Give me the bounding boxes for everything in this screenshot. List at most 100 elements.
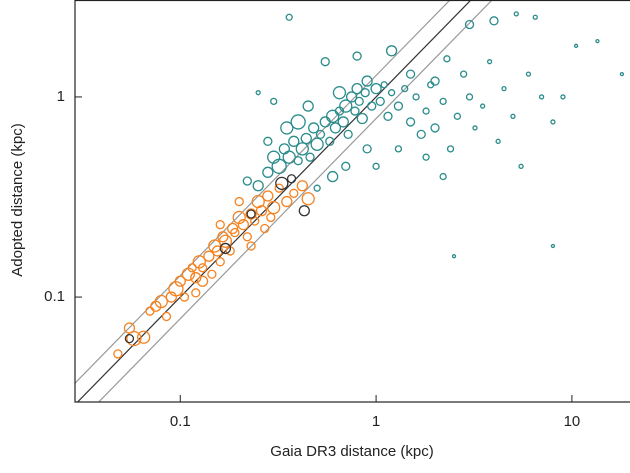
point	[501, 85, 507, 92]
point	[460, 70, 468, 78]
point	[267, 200, 281, 215]
point	[296, 180, 308, 192]
plot-frame	[74, 0, 630, 403]
y-tick-label: 1	[57, 88, 65, 105]
plot-area	[75, 0, 625, 402]
ratio-line	[76, 0, 472, 402]
point	[510, 113, 516, 119]
point	[145, 306, 155, 316]
point	[619, 71, 625, 77]
point	[380, 81, 388, 89]
point	[298, 205, 310, 217]
point	[242, 176, 252, 186]
point	[350, 106, 360, 116]
point	[197, 263, 208, 273]
point	[372, 162, 380, 170]
point	[383, 111, 393, 121]
point	[280, 121, 294, 135]
point	[387, 89, 396, 97]
point	[560, 94, 566, 100]
point	[325, 109, 340, 123]
x-tick-label: 1	[372, 413, 380, 430]
point	[430, 76, 440, 86]
point	[352, 51, 362, 61]
x-tick-label: 10	[564, 413, 581, 430]
point	[315, 129, 326, 140]
point	[179, 292, 190, 302]
point	[360, 88, 370, 98]
point	[219, 242, 232, 255]
point	[237, 219, 250, 231]
point	[242, 232, 252, 242]
point	[165, 291, 177, 303]
point	[422, 153, 430, 161]
point	[300, 132, 312, 145]
point	[354, 96, 364, 107]
point	[191, 288, 201, 298]
point	[532, 14, 538, 20]
point	[319, 116, 331, 128]
ratio-line	[97, 0, 493, 402]
point	[124, 333, 135, 344]
point	[362, 144, 372, 154]
point	[113, 349, 123, 359]
point	[351, 82, 363, 95]
y-tick-label: 0.1	[44, 288, 65, 305]
point	[361, 75, 373, 87]
point	[451, 254, 457, 259]
point	[518, 163, 524, 169]
point	[263, 136, 273, 146]
point	[215, 257, 225, 267]
point	[356, 112, 368, 125]
point	[255, 205, 268, 217]
point	[255, 90, 261, 96]
point	[595, 38, 600, 44]
point	[439, 97, 447, 106]
point	[295, 142, 309, 156]
point	[234, 196, 244, 207]
point	[326, 170, 339, 183]
point	[343, 129, 353, 140]
point	[207, 269, 217, 279]
point	[226, 222, 239, 235]
point	[274, 183, 284, 193]
point	[192, 255, 206, 269]
point	[513, 11, 519, 17]
point	[393, 101, 404, 111]
point	[266, 212, 276, 223]
point	[401, 84, 409, 93]
point	[250, 216, 260, 226]
point	[412, 93, 420, 101]
point	[154, 294, 168, 309]
point	[464, 19, 475, 30]
point	[370, 82, 382, 95]
point	[196, 275, 209, 287]
point	[126, 330, 142, 347]
point	[479, 103, 486, 109]
point	[472, 125, 478, 131]
point	[218, 234, 233, 248]
point	[385, 45, 398, 57]
point	[136, 330, 151, 344]
point	[525, 71, 532, 77]
point	[246, 209, 256, 219]
point	[337, 116, 349, 128]
point	[416, 129, 426, 140]
point	[270, 97, 278, 106]
point	[293, 156, 303, 166]
point	[329, 122, 342, 134]
point	[465, 93, 474, 101]
point	[267, 150, 281, 164]
point	[325, 136, 335, 146]
point	[320, 57, 330, 67]
point	[422, 107, 430, 115]
point	[286, 174, 297, 184]
point	[367, 101, 377, 111]
point	[550, 243, 556, 249]
point	[282, 150, 296, 164]
point	[439, 172, 447, 181]
point	[446, 145, 455, 153]
point	[405, 69, 416, 79]
point	[405, 117, 416, 127]
